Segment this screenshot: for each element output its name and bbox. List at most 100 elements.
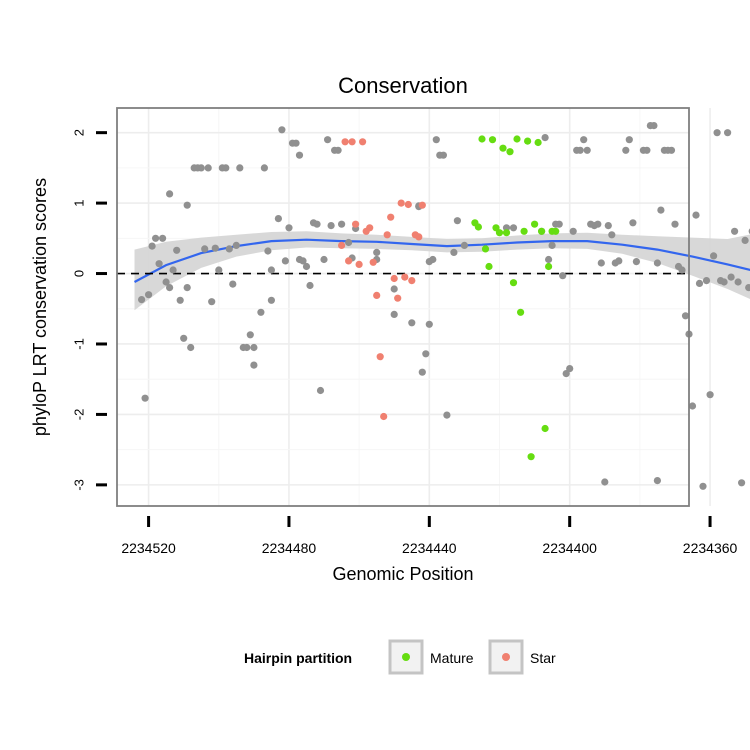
point-other (222, 164, 230, 172)
point-other (692, 211, 700, 219)
point-mature (502, 229, 511, 237)
point-other (345, 238, 353, 247)
point-other (562, 370, 570, 378)
point-other (580, 136, 588, 144)
legend-title: Hairpin partition (244, 650, 352, 666)
point-other (509, 224, 518, 232)
point-other (643, 146, 651, 154)
point-mature (506, 148, 514, 156)
point-mature (541, 424, 549, 433)
point-mature (513, 135, 521, 143)
point-mature (534, 138, 542, 147)
point-other (183, 201, 191, 209)
point-other (576, 146, 584, 154)
point-other (622, 146, 630, 154)
point-mature (478, 135, 486, 143)
point-other (559, 272, 567, 280)
point-mature (485, 262, 493, 271)
point-other (159, 234, 167, 242)
point-other (724, 129, 732, 137)
point-other (320, 255, 328, 264)
legend-dot-star (502, 653, 510, 661)
point-other (734, 278, 742, 286)
point-other (604, 222, 612, 230)
y-axis-title: phyloP LRT conservation scores (30, 178, 50, 436)
point-other (432, 136, 440, 144)
x-tick-label: 2234400 (542, 540, 597, 556)
point-other (295, 151, 304, 159)
point-other (232, 241, 240, 249)
point-mature (474, 223, 482, 231)
point-other (702, 277, 711, 285)
point-other (569, 227, 577, 235)
point-other (327, 222, 335, 230)
point-other (720, 278, 728, 286)
point-other (615, 257, 623, 265)
point-other (176, 296, 184, 304)
y-tick-label: -3 (71, 479, 86, 491)
point-star (348, 138, 356, 146)
point-other (583, 146, 591, 154)
point-other (215, 266, 223, 274)
point-other (166, 190, 174, 198)
point-star (401, 273, 409, 281)
point-other (597, 259, 605, 267)
legend-dot-mature (402, 653, 410, 661)
point-other (162, 278, 170, 286)
point-other (629, 219, 637, 227)
x-axis-title: Genomic Position (332, 564, 473, 584)
point-other (183, 284, 191, 292)
point-other (169, 266, 177, 274)
point-mature (517, 308, 525, 316)
point-star (338, 241, 346, 249)
plot-panel-border (116, 107, 690, 507)
y-tick-label: -1 (71, 338, 86, 350)
point-star (383, 231, 391, 239)
point-other (246, 331, 254, 339)
chart-title: Conservation (338, 73, 468, 98)
legend-label-star: Star (530, 650, 556, 666)
point-other (204, 164, 212, 172)
point-star (373, 291, 381, 299)
point-star (366, 224, 374, 232)
point-mature (495, 229, 504, 237)
point-other (608, 231, 616, 239)
point-star (408, 277, 416, 285)
point-other (313, 220, 321, 228)
point-other (250, 343, 258, 352)
point-mature (481, 245, 490, 253)
point-other (299, 257, 307, 265)
x-tick-label: 2234520 (121, 540, 176, 556)
point-other (138, 296, 146, 304)
point-other (141, 394, 149, 402)
point-other (741, 236, 749, 244)
point-mature (520, 227, 528, 235)
point-other (306, 281, 314, 290)
point-other (148, 242, 156, 250)
point-mature (531, 220, 539, 228)
axes: 2234520 2234480 2234440 2234400 2234360 -3 -2 -… (71, 129, 737, 556)
point-other (443, 411, 451, 419)
point-other (555, 220, 563, 228)
point-other (260, 164, 268, 172)
point-other (173, 246, 181, 254)
point-other (390, 310, 398, 318)
point-other (338, 220, 346, 228)
point-other (274, 215, 282, 223)
point-other (678, 266, 686, 274)
point-other (439, 151, 447, 159)
point-other (710, 252, 718, 260)
point-star (359, 138, 367, 146)
point-star (376, 353, 384, 361)
point-other (250, 361, 258, 369)
point-other (695, 279, 704, 287)
point-other (671, 220, 679, 228)
point-star (352, 220, 360, 228)
point-other (566, 365, 574, 373)
point-mature (509, 279, 518, 287)
point-other (201, 245, 209, 253)
point-other (316, 386, 325, 395)
point-other (594, 220, 602, 228)
point-star (397, 199, 405, 207)
point-other (422, 350, 430, 358)
